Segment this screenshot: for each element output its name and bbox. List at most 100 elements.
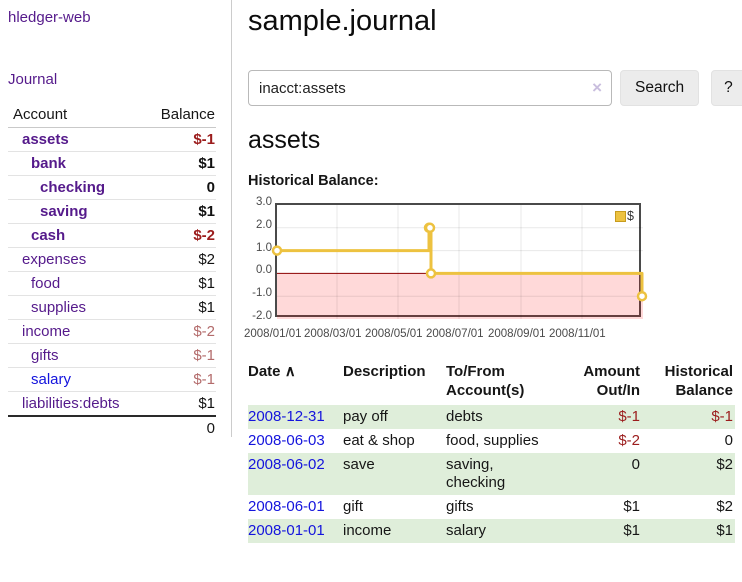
x-axis-tick-label: 2008/07/01 <box>426 327 484 341</box>
transaction-description: income <box>343 522 392 539</box>
account-row: cash $-2 <box>8 223 216 248</box>
y-axis-tick-label: -1.0 <box>252 287 272 300</box>
transaction-row: 2008-12-31 pay off debts $-1 $-1 <box>248 405 735 429</box>
y-axis-tick-label: 2.0 <box>256 218 272 231</box>
transaction-date-link[interactable]: 2008-06-02 <box>248 456 325 473</box>
chart-legend: $ <box>613 208 636 224</box>
transaction-accounts: food, supplies <box>446 432 539 449</box>
transaction-accounts: saving, checking <box>446 456 506 491</box>
clear-search-icon[interactable]: × <box>592 78 602 98</box>
transaction-row: 2008-06-03 eat & shop food, supplies $-2 0 <box>248 429 735 453</box>
account-row: assets $-1 <box>8 127 216 152</box>
transaction-accounts: salary <box>446 522 487 539</box>
x-axis-tick-label: 2008/11/01 <box>549 327 606 341</box>
account-link[interactable]: income <box>22 323 71 340</box>
transaction-description: save <box>343 456 375 473</box>
y-axis-tick-label: -2.0 <box>252 310 272 322</box>
page-title: sample.journal <box>248 5 437 37</box>
column-header-date[interactable]: Date ∧ <box>248 363 296 380</box>
y-axis-tick-label: 0.0 <box>256 264 272 277</box>
transaction-description: eat & shop <box>343 432 415 449</box>
account-balance: $1 <box>143 151 216 176</box>
account-link[interactable]: salary <box>31 371 72 388</box>
transaction-accounts: gifts <box>446 498 474 515</box>
account-row: food $1 <box>8 271 216 296</box>
account-row: salary $-1 <box>8 367 216 392</box>
account-row: saving $1 <box>8 199 216 224</box>
account-balance: $-1 <box>143 367 216 392</box>
balance-chart: $ 3.0 2.0 1.0 0.0 -1.0 -2.0 2008/01/01 2008/03/… <box>244 196 742 341</box>
account-balance: $1 <box>143 271 216 296</box>
transaction-amount: 0 <box>631 456 640 473</box>
accounts-total-row: 0 <box>8 415 216 440</box>
transaction-amount: $-2 <box>618 432 640 449</box>
x-axis-tick-label: 2008/05/01 <box>365 327 423 341</box>
account-balance: $-1 <box>143 127 216 152</box>
sidebar-item-journal[interactable]: Journal <box>8 71 58 88</box>
transaction-balance: $1 <box>716 522 733 539</box>
sidebar: hledger-web Journal Account Balance asse… <box>0 0 232 440</box>
app-brand-link[interactable]: hledger-web <box>8 9 91 26</box>
transaction-date-link[interactable]: 2008-06-01 <box>248 498 325 515</box>
balance-chart-plot[interactable]: $ <box>271 203 648 319</box>
account-row: supplies $1 <box>8 295 216 320</box>
account-link[interactable]: gifts <box>31 347 59 364</box>
transaction-row: 2008-06-01 gift gifts $1 $2 <box>248 495 735 519</box>
account-link[interactable]: checking <box>40 179 106 196</box>
transaction-balance: $-1 <box>711 408 733 425</box>
transaction-balance: $2 <box>716 456 733 473</box>
transaction-accounts: debts <box>446 408 483 425</box>
transactions-table: Date ∧ Description To/From Account(s) Am… <box>248 362 735 543</box>
account-balance: $-2 <box>143 319 216 344</box>
x-axis-tick-label: 2008/03/01 <box>304 327 362 341</box>
account-link[interactable]: food <box>31 275 61 292</box>
column-header-accounts: To/From Account(s) <box>446 363 525 399</box>
accounts-header-balance: Balance <box>143 104 216 128</box>
y-axis-tick-label: 1.0 <box>256 241 272 254</box>
transaction-row: 2008-06-02 save saving, checking 0 $2 <box>248 453 735 495</box>
search-bar: × Search ? <box>248 70 742 106</box>
chart-title: Historical Balance: <box>248 173 379 189</box>
account-row: bank $1 <box>8 151 216 176</box>
transactions-table-body: 2008-12-31 pay off debts $-1 $-1 2008-06-03 ea… <box>248 405 735 543</box>
account-balance: $2 <box>143 247 216 272</box>
legend-label: $ <box>627 209 634 223</box>
accounts-header-account: Account <box>8 104 144 128</box>
account-link[interactable]: supplies <box>31 299 87 316</box>
y-axis-tick-label: 3.0 <box>256 196 272 208</box>
transaction-balance: $2 <box>716 498 733 515</box>
account-link[interactable]: liabilities:debts <box>22 395 120 412</box>
transaction-row: 2008-01-01 income salary $1 $1 <box>248 519 735 543</box>
account-balance: $-2 <box>143 223 216 248</box>
x-axis-tick-label: 2008/09/01 <box>488 327 546 341</box>
search-input[interactable] <box>248 70 612 106</box>
account-title: assets <box>248 126 321 154</box>
account-row: checking 0 <box>8 175 216 200</box>
column-header-amount: Amount Out/In <box>583 363 640 399</box>
transaction-date-link[interactable]: 2008-06-03 <box>248 432 325 449</box>
account-balance: 0 <box>143 175 216 200</box>
account-link[interactable]: bank <box>31 155 67 172</box>
account-link[interactable]: expenses <box>22 251 87 268</box>
transaction-amount: $-1 <box>618 408 640 425</box>
transaction-date-link[interactable]: 2008-12-31 <box>248 408 325 425</box>
main-content: sample.journal × Search ? assets Histori… <box>244 4 742 543</box>
account-link[interactable]: assets <box>22 131 69 148</box>
account-balance: $1 <box>143 199 216 224</box>
accounts-table: Account Balance assets $-1 bank $1 checking 0… <box>8 104 216 440</box>
column-header-description: Description <box>343 363 426 380</box>
column-header-balance: Historical Balance <box>664 363 733 399</box>
account-link[interactable]: saving <box>40 203 88 220</box>
accounts-table-body: assets $-1 bank $1 checking 0 saving $1 cash $-2 e… <box>8 127 216 417</box>
account-row: income $-2 <box>8 319 216 344</box>
transaction-date-link[interactable]: 2008-01-01 <box>248 522 325 539</box>
search-button[interactable]: Search <box>620 70 700 106</box>
transaction-balance: 0 <box>724 432 733 449</box>
account-balance: $1 <box>143 295 216 320</box>
account-link[interactable]: cash <box>31 227 66 244</box>
account-balance: $-1 <box>143 343 216 368</box>
x-axis-tick-label: 2008/01/01 <box>244 327 302 341</box>
transaction-amount: $1 <box>623 522 640 539</box>
help-button[interactable]: ? <box>711 70 742 106</box>
transaction-amount: $1 <box>623 498 640 515</box>
